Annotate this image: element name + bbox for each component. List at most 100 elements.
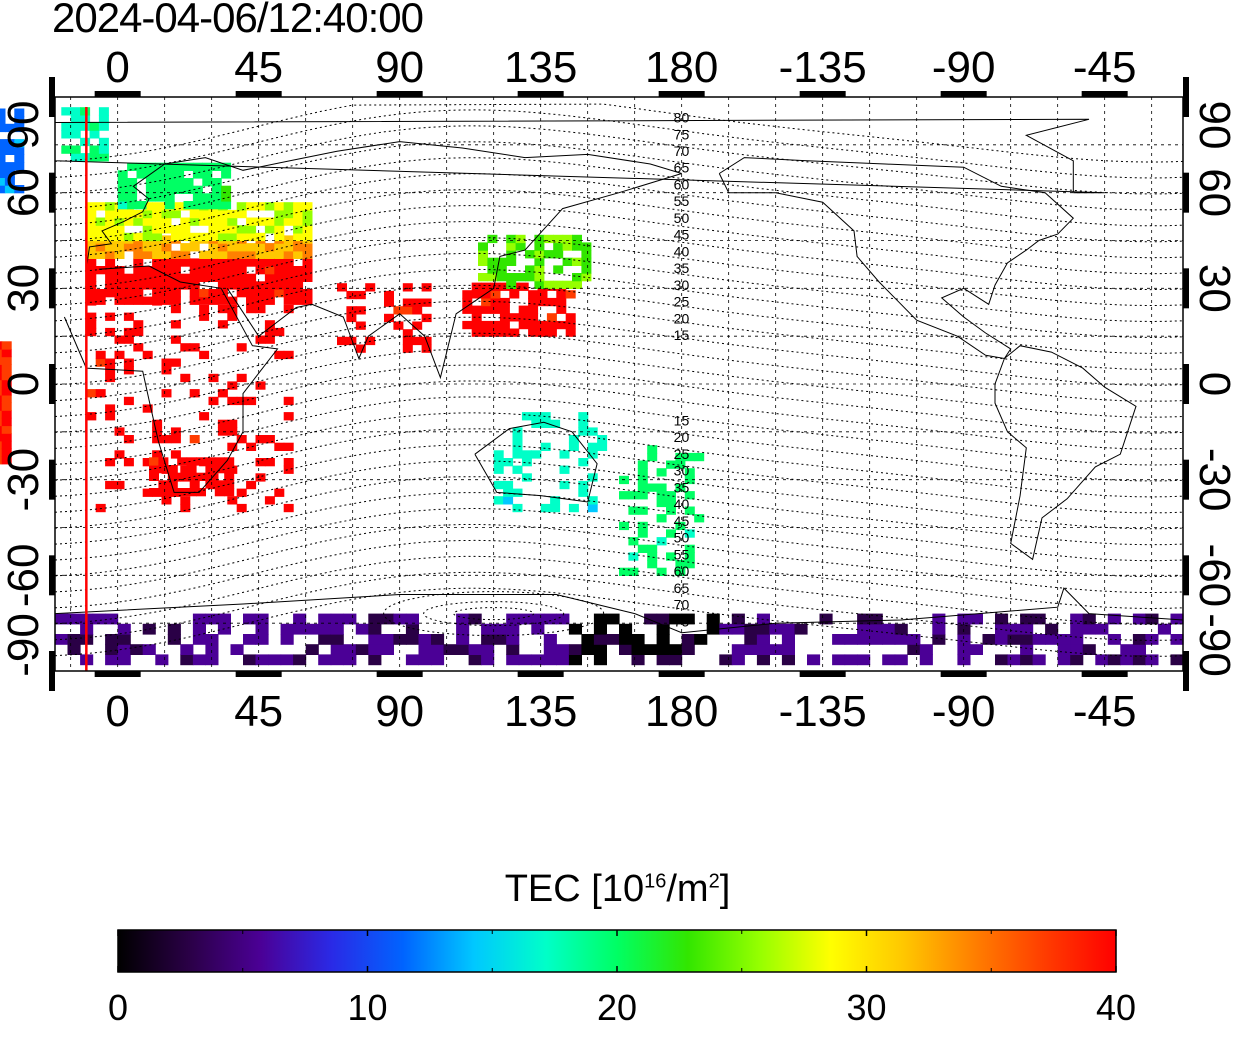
tec-cell xyxy=(563,281,573,289)
lon-label-bottom: -135 xyxy=(779,687,867,736)
tec-cell xyxy=(1095,654,1108,665)
tec-cell xyxy=(265,258,275,266)
tec-cell xyxy=(209,243,219,251)
tec-cell xyxy=(221,186,231,194)
tec-cell xyxy=(274,251,284,259)
tec-cell xyxy=(133,258,143,266)
tec-cell xyxy=(2,349,12,357)
tec-cell xyxy=(99,107,109,115)
tec-cell xyxy=(209,397,219,405)
tec-cell xyxy=(907,634,920,645)
lat-label-left: -90 xyxy=(0,613,48,677)
tec-cell xyxy=(274,489,284,497)
tec-cell xyxy=(218,305,228,313)
tec-cell xyxy=(190,210,200,218)
tec-cell xyxy=(187,465,197,473)
tec-cell xyxy=(509,290,519,298)
tec-cell xyxy=(393,322,403,330)
tec-cell xyxy=(190,258,200,266)
tec-cell xyxy=(162,258,172,266)
lat-label-left: -60 xyxy=(0,544,48,608)
tec-cell xyxy=(343,654,356,665)
tec-cell xyxy=(180,243,190,251)
tec-cell xyxy=(619,522,629,530)
tec-cell xyxy=(246,258,256,266)
tec-cell xyxy=(487,258,497,266)
tec-cell xyxy=(384,299,394,307)
left-tick xyxy=(49,460,55,500)
tec-cell xyxy=(96,202,106,210)
tec-cell xyxy=(550,420,560,428)
tec-cell xyxy=(105,412,115,420)
tec-cell xyxy=(1108,654,1121,665)
tec-cell xyxy=(86,328,96,336)
tec-cell xyxy=(368,624,381,635)
tec-cell xyxy=(572,258,582,266)
tec-cell xyxy=(96,504,106,512)
tec-cell xyxy=(256,289,266,297)
tec-cell xyxy=(162,297,172,305)
tec-cell xyxy=(218,266,228,274)
tec-cell xyxy=(513,443,523,451)
tec-cell xyxy=(68,634,81,645)
tec-cell xyxy=(281,634,294,645)
tec-cell xyxy=(96,297,106,305)
tec-cell xyxy=(86,412,96,420)
tec-cell xyxy=(419,654,432,665)
tec-cell xyxy=(628,491,638,499)
tec-cell xyxy=(303,251,313,259)
tec-cell xyxy=(218,210,228,218)
colorbar-tick-label: 30 xyxy=(846,987,886,1028)
tec-cell xyxy=(882,654,895,665)
tec-cell xyxy=(318,624,331,635)
tec-cell xyxy=(644,644,657,655)
tec-cell xyxy=(155,178,165,186)
tec-cell xyxy=(657,644,670,655)
tec-cell xyxy=(0,154,6,162)
tec-cell xyxy=(152,258,162,266)
tec-cell xyxy=(133,218,143,226)
tec-cell xyxy=(569,644,582,655)
tec-cell xyxy=(193,163,203,171)
tec-cell xyxy=(907,644,920,655)
tec-cell xyxy=(556,321,566,329)
tec-cell xyxy=(218,420,228,428)
tec-cell xyxy=(90,123,100,131)
tec-cell xyxy=(541,504,551,512)
tec-cell xyxy=(506,258,516,266)
tec-cell xyxy=(152,289,162,297)
lon-label-bottom: 90 xyxy=(375,687,424,736)
tec-cell xyxy=(180,258,190,266)
tec-cell xyxy=(403,306,413,314)
tec-cell xyxy=(143,297,153,305)
lon-label-bottom: 180 xyxy=(645,687,718,736)
tec-cell xyxy=(86,274,96,282)
tec-cell xyxy=(581,273,591,281)
lat-label-left: 90 xyxy=(0,101,48,150)
tec-cell xyxy=(528,298,538,306)
tec-cell xyxy=(588,504,598,512)
tec-cell xyxy=(115,481,125,489)
tec-cell xyxy=(162,359,172,367)
tec-cell xyxy=(478,273,488,281)
lat-label-right: 90 xyxy=(1190,101,1235,150)
tec-cell xyxy=(538,321,548,329)
lon-label-top: 45 xyxy=(234,43,283,92)
tec-cell xyxy=(227,266,237,274)
tec-cell xyxy=(528,313,538,321)
tec-cell xyxy=(209,374,219,382)
tec-cell xyxy=(284,412,294,420)
tec-cell xyxy=(487,235,497,243)
tec-cell xyxy=(274,351,284,359)
tec-cell xyxy=(190,343,200,351)
tec-cell xyxy=(513,466,523,474)
tec-cell xyxy=(274,210,284,218)
tec-cell xyxy=(180,654,193,665)
tec-cell xyxy=(757,644,770,655)
tec-cell xyxy=(456,624,469,635)
tec-cell xyxy=(481,329,491,337)
tec-cell xyxy=(782,624,795,635)
mlat-label: 70 xyxy=(674,597,690,613)
tec-cell xyxy=(293,225,303,233)
tec-cell xyxy=(227,274,237,282)
